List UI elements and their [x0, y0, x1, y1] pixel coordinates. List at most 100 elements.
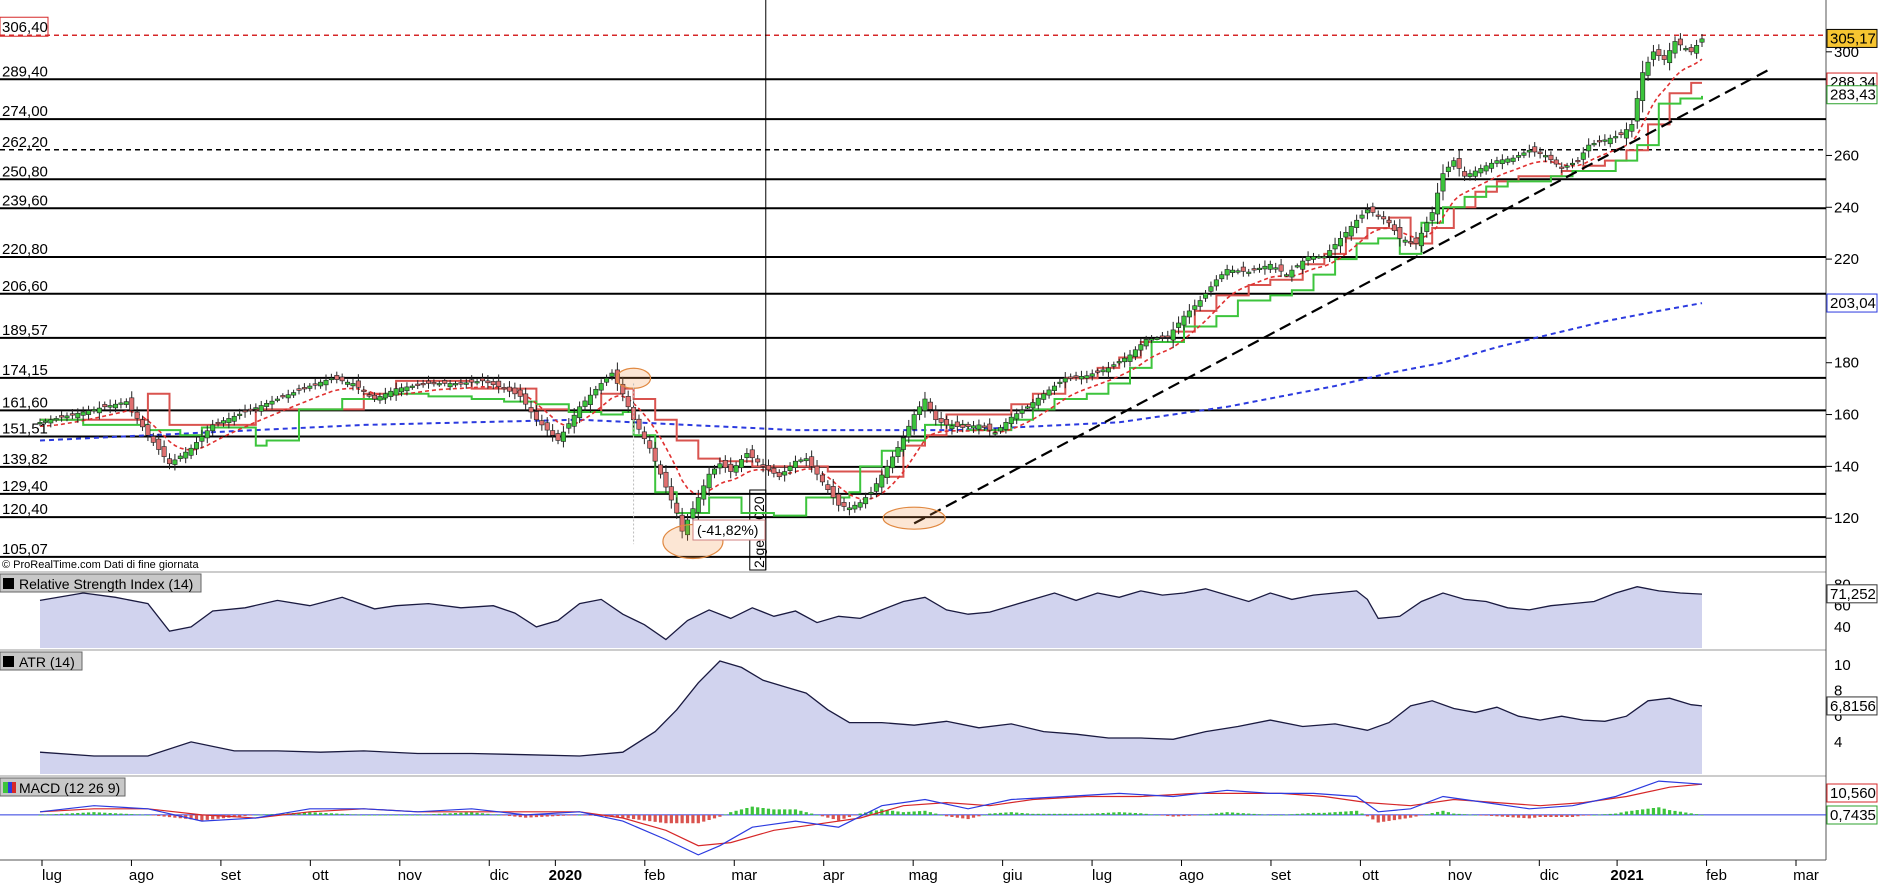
macd-histogram-bar [1479, 814, 1483, 816]
macd-histogram-bar [561, 814, 566, 816]
candle-body [836, 493, 842, 506]
macd-histogram-bar [664, 814, 668, 824]
macd-histogram-bar [518, 814, 522, 818]
candle-body [1645, 61, 1651, 76]
candle-body [927, 401, 933, 410]
macd-histogram-bar [1133, 812, 1138, 815]
candle-body [1591, 143, 1597, 146]
macd-histogram-bar [1457, 813, 1461, 815]
macd-histogram-bar [1263, 814, 1267, 816]
candle-body [1537, 151, 1543, 155]
candle-body [587, 394, 593, 405]
candle-body [1435, 192, 1441, 215]
candle-body [733, 465, 739, 473]
candle-body [1516, 155, 1522, 158]
macd-histogram-bar [540, 814, 544, 817]
candle-body [1375, 214, 1381, 217]
candle-body [215, 421, 221, 425]
macd-histogram-bar [1139, 813, 1143, 815]
macd-histogram-bar [1230, 812, 1235, 815]
candle-body [1391, 224, 1397, 231]
macd-histogram-bar [783, 809, 787, 815]
month-label: dic [1540, 867, 1560, 884]
price-tick-label: 240 [1834, 199, 1859, 216]
candle-body [906, 425, 912, 437]
price-tick-label: 120 [1834, 510, 1859, 527]
macd-histogram-bar [934, 813, 938, 815]
candle-body [1165, 335, 1171, 338]
candle-body [1667, 50, 1673, 64]
macd-last-box [1826, 783, 1878, 803]
candle-body [1505, 158, 1511, 163]
macd-histogram-bar [459, 812, 463, 815]
month-label: mar [731, 867, 757, 884]
candle-body [86, 410, 92, 415]
macd-histogram-bar [1295, 813, 1299, 815]
macd-histogram-bar [1187, 814, 1191, 816]
macd-histogram-bar [966, 814, 970, 820]
macd-histogram-bar [1619, 812, 1623, 815]
candle-body [1316, 256, 1322, 259]
macd-histogram-bar [1360, 813, 1364, 815]
macd-histogram-bar [837, 814, 841, 821]
macd-histogram-bar [491, 814, 495, 815]
macd-histogram-bar [858, 813, 862, 815]
macd-histogram-bar [405, 814, 409, 816]
candle-body [1364, 209, 1370, 214]
macd-histogram-bar [167, 814, 172, 818]
level-label: 306,40 [2, 19, 48, 36]
macd-histogram-bar [534, 814, 539, 818]
candle-body [787, 466, 793, 471]
macd-histogram-bar [70, 813, 74, 815]
candle-body [318, 381, 324, 387]
candle-body [1235, 270, 1241, 273]
macd-histogram-bar [648, 814, 652, 822]
macd-histogram-bar [578, 814, 582, 816]
candle-body [1138, 344, 1144, 351]
candle-body [1149, 338, 1155, 341]
macd-histogram-bar [453, 812, 458, 815]
rsi-last-box [1826, 584, 1878, 604]
atr-tick-label: 4 [1834, 734, 1842, 751]
candle-body [156, 438, 162, 450]
candle-body [917, 406, 923, 415]
candle-body [1051, 385, 1057, 391]
macd-histogram-bar [329, 813, 333, 815]
macd-histogram-bar [1047, 813, 1051, 815]
candle-body [992, 432, 998, 435]
macd-histogram-bar [896, 811, 900, 815]
atr-tick-label: 6 [1834, 708, 1842, 725]
candle-body [1127, 354, 1133, 362]
candle-body [1289, 269, 1295, 278]
macd-histogram-bar [86, 812, 91, 815]
macd-histogram-bar [1284, 814, 1289, 816]
macd-histogram-bar [1597, 814, 1602, 816]
macd-histogram-bar [815, 814, 819, 816]
macd-histogram-bar [254, 814, 258, 816]
macd-histogram-bar [1565, 814, 1569, 817]
macd-histogram-bar [216, 814, 220, 819]
candle-body [1429, 212, 1435, 221]
candle-body [1170, 329, 1176, 341]
macd-histogram-bar [788, 809, 792, 815]
candle-body [1629, 124, 1635, 132]
candle-body [134, 411, 140, 419]
atr-tick-label: 8 [1834, 683, 1842, 700]
macd-histogram-bar [389, 814, 393, 816]
macd-histogram-bar [712, 814, 717, 819]
candle-body [506, 386, 512, 392]
macd-histogram-bar [1576, 814, 1580, 817]
candle-body [690, 508, 696, 519]
macd-histogram-bar [49, 814, 53, 815]
candle-body [1300, 260, 1306, 270]
level-label-box [0, 16, 49, 37]
candle-body [523, 393, 529, 405]
rsi-header-box [0, 573, 202, 593]
candle-body [1699, 38, 1705, 43]
candle-body [388, 390, 394, 397]
macd-histogram-bar [372, 814, 377, 816]
candle-body [237, 413, 243, 416]
candle-body [652, 447, 658, 462]
candle-body [96, 407, 102, 414]
level-label: 161,60 [2, 394, 48, 411]
